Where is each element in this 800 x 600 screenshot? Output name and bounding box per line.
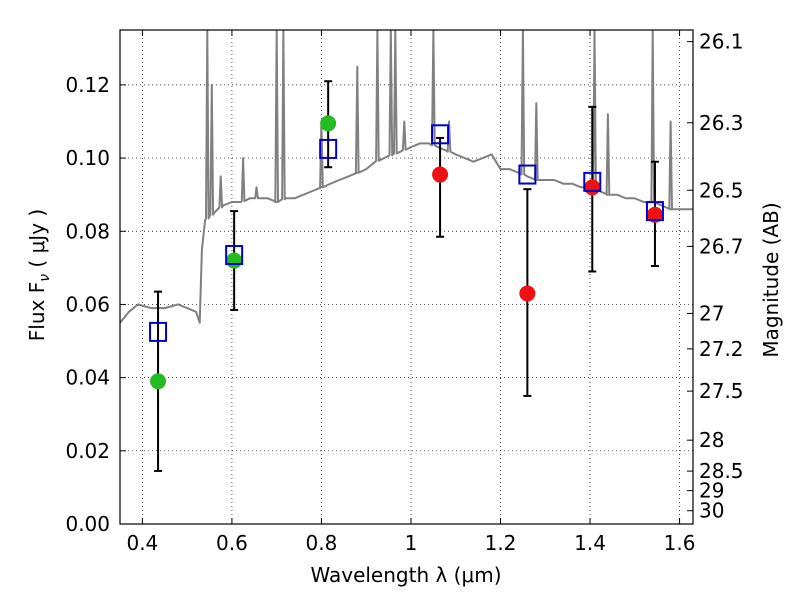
- red-data-point: [646, 206, 663, 223]
- y-tick-label: 0.12: [65, 73, 110, 97]
- x-axis-label: Wavelength λ (μm): [310, 563, 501, 587]
- plot-frame: [119, 29, 694, 525]
- x-tick-label: 1.2: [485, 531, 517, 555]
- model-square: [431, 124, 450, 145]
- axes: 0.4 0.6 0.8 1 1.2 1.4 1.6 0.00 0.02 0.04 0.06 0.08 0…: [65, 29, 744, 555]
- y2-tick-label: 30: [699, 499, 724, 523]
- x-tick-label: 1.6: [664, 531, 696, 555]
- y-axis-label-main: Flux F: [25, 282, 49, 341]
- y2-axis-label: Magnitude (AB): [759, 202, 783, 357]
- data-markers: [149, 115, 664, 390]
- error-bars: [154, 80, 659, 472]
- green-data-point: [226, 252, 243, 269]
- red-data-point: [584, 179, 601, 196]
- y2-tick-label: 29: [699, 479, 724, 503]
- model-square: [518, 164, 537, 185]
- x-tick-label: 1.4: [574, 531, 606, 555]
- x-tick-label: 0.6: [216, 531, 248, 555]
- model-square: [149, 321, 168, 342]
- y-tick-label: 0.02: [65, 439, 110, 463]
- y2-tick-label: 26.7: [699, 234, 744, 258]
- y2-tick-label: 27.5: [699, 379, 744, 403]
- green-data-point: [150, 373, 167, 390]
- model-square: [645, 201, 664, 222]
- model-square: [225, 245, 244, 266]
- y2-tick-label: 26.5: [699, 178, 744, 202]
- model-square: [583, 171, 602, 192]
- y2-tick-label: 28.5: [699, 459, 744, 483]
- red-data-point: [519, 285, 536, 302]
- y-tick-label: 0.10: [65, 146, 110, 170]
- y-axis-label-units: ( μJy ): [25, 209, 49, 274]
- y-axis-label-subscript: ν: [37, 274, 53, 282]
- y2-tick-label: 26.3: [699, 111, 744, 135]
- sed-template-line: [120, 30, 693, 324]
- x-tick-label: 0.8: [306, 531, 338, 555]
- y-tick-label: 0.04: [65, 366, 110, 390]
- y2-tick-label: 27.2: [699, 337, 744, 361]
- y-tick-label: 0.08: [65, 219, 110, 243]
- y2-tick-label: 26.1: [699, 30, 744, 54]
- x-tick-label: 0.4: [126, 531, 158, 555]
- y-tick-label: 0.00: [65, 512, 110, 536]
- x-tick-label: 1: [405, 531, 418, 555]
- green-data-point: [320, 115, 337, 132]
- y2-tick-label: 28: [699, 428, 724, 452]
- axis-labels: Wavelength λ (μm) Flux Fν ( μJy ) Magnit…: [25, 202, 783, 587]
- model-square: [319, 138, 338, 159]
- red-data-point: [432, 166, 449, 183]
- y2-tick-label: 27: [699, 301, 724, 325]
- y-tick-label: 0.06: [65, 292, 110, 316]
- sed-template: [120, 30, 693, 324]
- y-axis-label: Flux Fν ( μJy ): [25, 209, 53, 341]
